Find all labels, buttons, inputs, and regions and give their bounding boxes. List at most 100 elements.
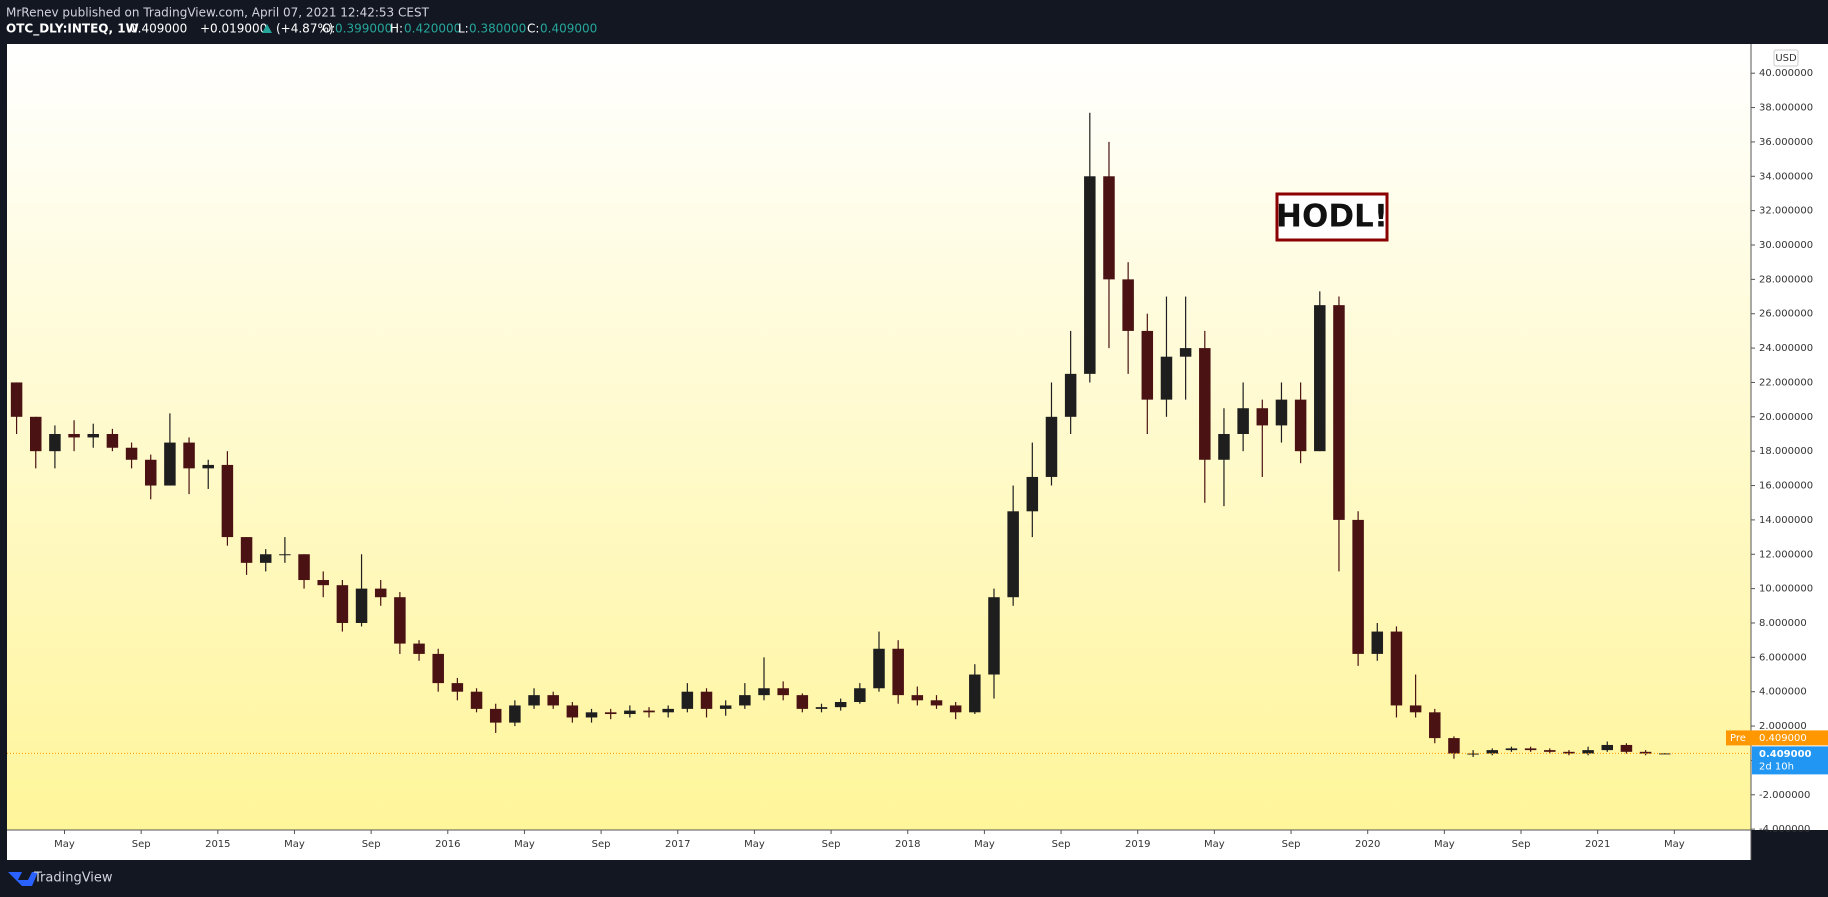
ohlc-label: L:: [458, 22, 469, 36]
y-tick-label: 10.000000: [1759, 584, 1813, 595]
candle-body: [1103, 176, 1115, 280]
y-tick-label: 6.000000: [1759, 652, 1807, 663]
candle-body: [1179, 348, 1192, 357]
candle-body: [470, 691, 483, 709]
currency-box[interactable]: [1773, 49, 1799, 67]
candle-body: [1122, 279, 1134, 331]
candle-body: [969, 674, 981, 713]
candle-body: [1064, 373, 1077, 417]
y-tick-label: 34.000000: [1759, 171, 1813, 182]
x-tick-label: May: [1434, 839, 1455, 850]
x-tick-label: May: [284, 839, 305, 850]
candle-body: [1275, 399, 1288, 426]
candle-body: [892, 648, 904, 696]
time-axis: [7, 830, 1751, 860]
candle-body: [1314, 305, 1326, 452]
candle-body: [1582, 750, 1594, 754]
annotation: HODL!: [1276, 199, 1388, 235]
x-tick-label: 2016: [435, 839, 460, 850]
annotation-box[interactable]: [1275, 192, 1389, 242]
x-tick-label: May: [744, 839, 765, 850]
x-tick-label: May: [54, 839, 75, 850]
candle-body: [29, 416, 42, 452]
candle-body: [547, 695, 559, 706]
y-tick-label: 20.000000: [1759, 412, 1813, 423]
y-tick-label: 16.000000: [1759, 481, 1813, 492]
x-tick-label: 2019: [1125, 839, 1150, 850]
candle-body: [681, 691, 694, 709]
candle-body: [451, 683, 464, 692]
candle-body: [413, 643, 425, 654]
candle-body: [259, 554, 272, 563]
candle-body: [1218, 433, 1230, 460]
candle-body: [1026, 476, 1039, 512]
x-tick-label: May: [1204, 839, 1225, 850]
y-tick-label: 28.000000: [1759, 274, 1813, 285]
x-tick-label: 2017: [665, 839, 690, 850]
x-tick-label: Sep: [132, 839, 151, 850]
candle-body: [1352, 519, 1364, 654]
candle-body: [739, 695, 751, 706]
publisher: MrRenev published on TradingView.com, Ap…: [6, 6, 430, 20]
y-tick-label: 30.000000: [1759, 240, 1813, 251]
candle-body: [777, 688, 789, 696]
x-tick-label: Sep: [1052, 839, 1071, 850]
candle-body: [1429, 712, 1441, 739]
candle-body: [336, 585, 349, 623]
candle-body: [144, 459, 157, 486]
last-price-box: [1752, 746, 1828, 775]
up-arrow: [262, 24, 272, 33]
y-tick-label: 4.000000: [1759, 687, 1807, 698]
candle-body: [1007, 511, 1019, 598]
candle-body: [930, 700, 943, 706]
candle-body: [164, 442, 176, 486]
x-tick-label: May: [514, 839, 535, 850]
countdown: 2d 10h: [1759, 761, 1794, 772]
candle-body: [1160, 356, 1173, 400]
candle-body: [1294, 399, 1307, 452]
candle-body: [988, 597, 1000, 675]
candle-body: [432, 653, 444, 684]
candle-body: [394, 597, 406, 644]
candle-body: [624, 710, 636, 715]
candle-body: [1045, 416, 1058, 477]
candle-body: [1199, 348, 1211, 460]
candle-body: [183, 442, 195, 469]
candle-body: [279, 554, 291, 556]
brand[interactable]: TradingView: [33, 871, 113, 886]
x-tick-label: 2021: [1585, 839, 1610, 850]
candle-body: [1620, 744, 1633, 752]
candle-body: [1333, 305, 1345, 520]
candle-body: [1141, 330, 1154, 400]
y-tick-label: 22.000000: [1759, 377, 1813, 388]
change: +0.019000: [200, 22, 267, 36]
symbol: OTC_DLY:INTEQ, 1W: [6, 22, 139, 37]
candle-body: [815, 707, 828, 709]
candle-body: [355, 588, 368, 623]
ohlc-value: 0.399000: [335, 22, 392, 36]
y-tick-label: 38.000000: [1759, 103, 1813, 114]
candle-body: [1486, 750, 1499, 754]
x-tick-label: 2020: [1355, 839, 1380, 850]
x-tick-label: Sep: [822, 839, 841, 850]
y-tick-label: 2.000000: [1759, 721, 1807, 732]
candle-body: [125, 447, 138, 460]
candle-body: [1639, 751, 1652, 754]
candle-body: [1256, 408, 1269, 426]
y-tick-label: 36.000000: [1759, 137, 1813, 148]
y-tick-label: 24.000000: [1759, 343, 1813, 354]
logo: [8, 872, 38, 886]
candle-body: [1084, 176, 1096, 374]
candle-body: [221, 464, 234, 538]
candle-body: [700, 691, 713, 709]
candle-body: [662, 708, 674, 713]
change-pct: (+4.87%): [276, 22, 334, 36]
plot-area: [7, 44, 1751, 830]
ohlc-label: C:: [527, 22, 539, 36]
ohlc-label: H:: [390, 22, 403, 36]
x-tick-label: May: [974, 839, 995, 850]
candle-body: [1505, 748, 1518, 751]
candle-body: [1524, 748, 1537, 751]
last: 0.409000: [130, 22, 187, 36]
